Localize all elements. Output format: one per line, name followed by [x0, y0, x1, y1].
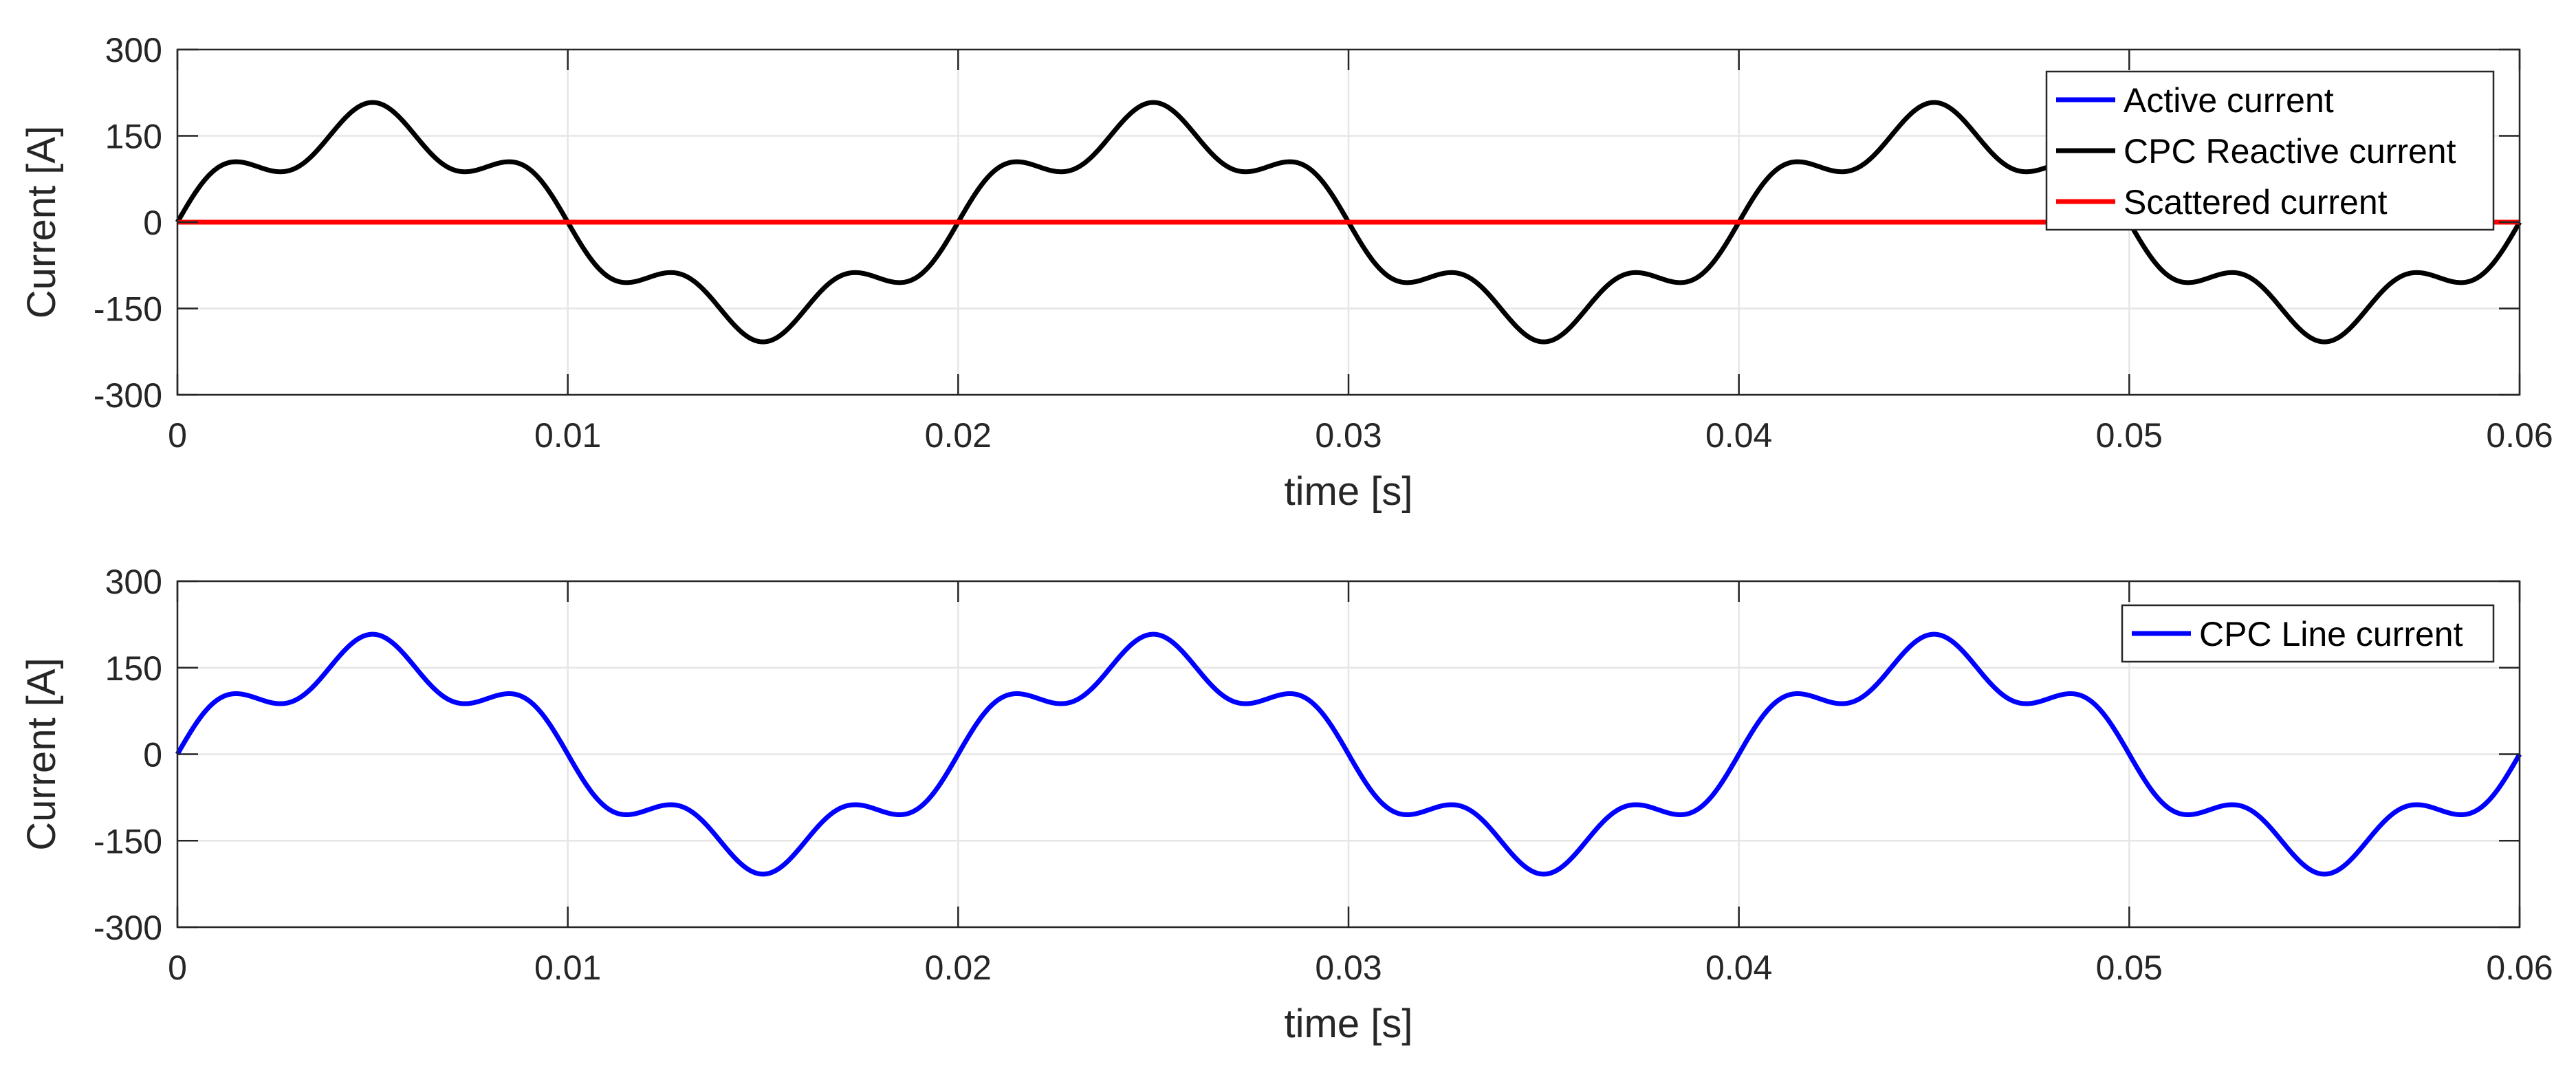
x-tick-label: 0.05: [2096, 949, 2163, 987]
legend-label: Active current: [2124, 81, 2334, 120]
y-axis-label: Current [A]: [19, 126, 64, 318]
x-tick-label: 0.05: [2096, 416, 2163, 455]
x-axis-label: time [s]: [1285, 1001, 1413, 1046]
legend-label: CPC Reactive current: [2124, 132, 2456, 171]
x-tick-label: 0.06: [2486, 949, 2553, 987]
x-tick-label: 0.06: [2486, 416, 2553, 455]
legend-label: Scattered current: [2124, 183, 2388, 221]
y-tick-label: -150: [94, 822, 162, 860]
y-tick-label: 0: [143, 736, 162, 774]
y-axis-label: Current [A]: [19, 658, 64, 850]
subplot-1: 0 0.01 0.02 0.03 0.04 0.05 0.06 -300 -150 0 150 300…: [19, 31, 2553, 514]
x-tick-label: 0.01: [534, 949, 601, 987]
x-tick-label: 0.01: [534, 416, 601, 455]
legend-box: [2121, 604, 2495, 663]
legend: CPC Line current: [2121, 604, 2495, 663]
y-tick-label: 150: [105, 118, 162, 156]
legend-label: CPC Line current: [2199, 615, 2463, 653]
subplot-2: 0 0.01 0.02 0.03 0.04 0.05 0.06 -300 -150 0 150 300…: [19, 563, 2553, 1046]
y-tick-label: 300: [105, 563, 162, 601]
x-tick-label: 0.03: [1315, 416, 1382, 455]
legend: Active current CPC Reactive current Scatte…: [2045, 70, 2495, 231]
x-tick-label: 0.03: [1315, 949, 1382, 987]
x-axis-label: time [s]: [1285, 469, 1413, 514]
y-tick-label: -300: [94, 909, 162, 947]
y-tick-label: 150: [105, 649, 162, 688]
y-tick-label: -300: [94, 376, 162, 415]
series-line-cpc-line-current: [175, 631, 2522, 877]
x-tick-label: 0: [168, 949, 187, 987]
x-tick-label: 0.04: [1705, 416, 1772, 455]
legend-box: [2045, 70, 2495, 231]
y-tick-label: 300: [105, 31, 162, 69]
x-tick-label: 0.02: [925, 949, 992, 987]
y-tick-label: -150: [94, 290, 162, 329]
x-tick-label: 0.04: [1705, 949, 1772, 987]
x-tick-label: 0.02: [925, 416, 992, 455]
x-tick-label: 0: [168, 416, 187, 455]
y-tick-label: 0: [143, 204, 162, 242]
